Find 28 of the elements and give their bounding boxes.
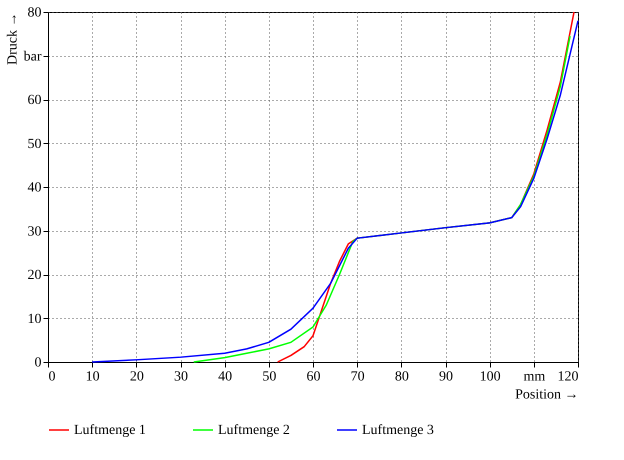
x-tick-label: 20 xyxy=(130,370,144,384)
legend-label: Luftmenge 3 xyxy=(362,423,434,438)
y-tick-label: 30 xyxy=(28,224,42,240)
line-series xyxy=(91,20,579,363)
y-tick-label: 20 xyxy=(28,268,42,283)
legend-label: Luftmenge 2 xyxy=(218,423,290,438)
x-tick-label: 50 xyxy=(262,370,276,384)
y-axis-title: Druck → xyxy=(6,12,21,65)
x-tick-label: 70 xyxy=(350,370,365,384)
x-tick-label: 100 xyxy=(480,370,501,384)
x-tick-label: 30 xyxy=(174,370,188,384)
y-tick-label: 40 xyxy=(28,180,42,196)
x-tick-label: mm xyxy=(523,370,546,384)
x-tick-label: 90 xyxy=(439,370,453,384)
y-tick-label: 60 xyxy=(28,93,42,108)
y-tick-label: bar xyxy=(24,49,42,64)
y-tick-label: 10 xyxy=(28,312,42,327)
x-axis-title: Position → xyxy=(515,388,578,402)
x-tick-label: 40 xyxy=(218,370,232,384)
y-tick-label: 50 xyxy=(28,136,42,152)
x-tick-label: 80 xyxy=(394,370,409,384)
x-tick-label: 120 xyxy=(558,370,578,384)
y-tick-label: 80 xyxy=(28,6,42,20)
x-tick-label: 10 xyxy=(86,370,100,384)
x-tick-label: 0 xyxy=(48,370,56,384)
y-tick-label: 0 xyxy=(34,356,42,370)
x-tick-label: 60 xyxy=(306,370,320,384)
legend-label: Luftmenge 1 xyxy=(74,423,146,438)
